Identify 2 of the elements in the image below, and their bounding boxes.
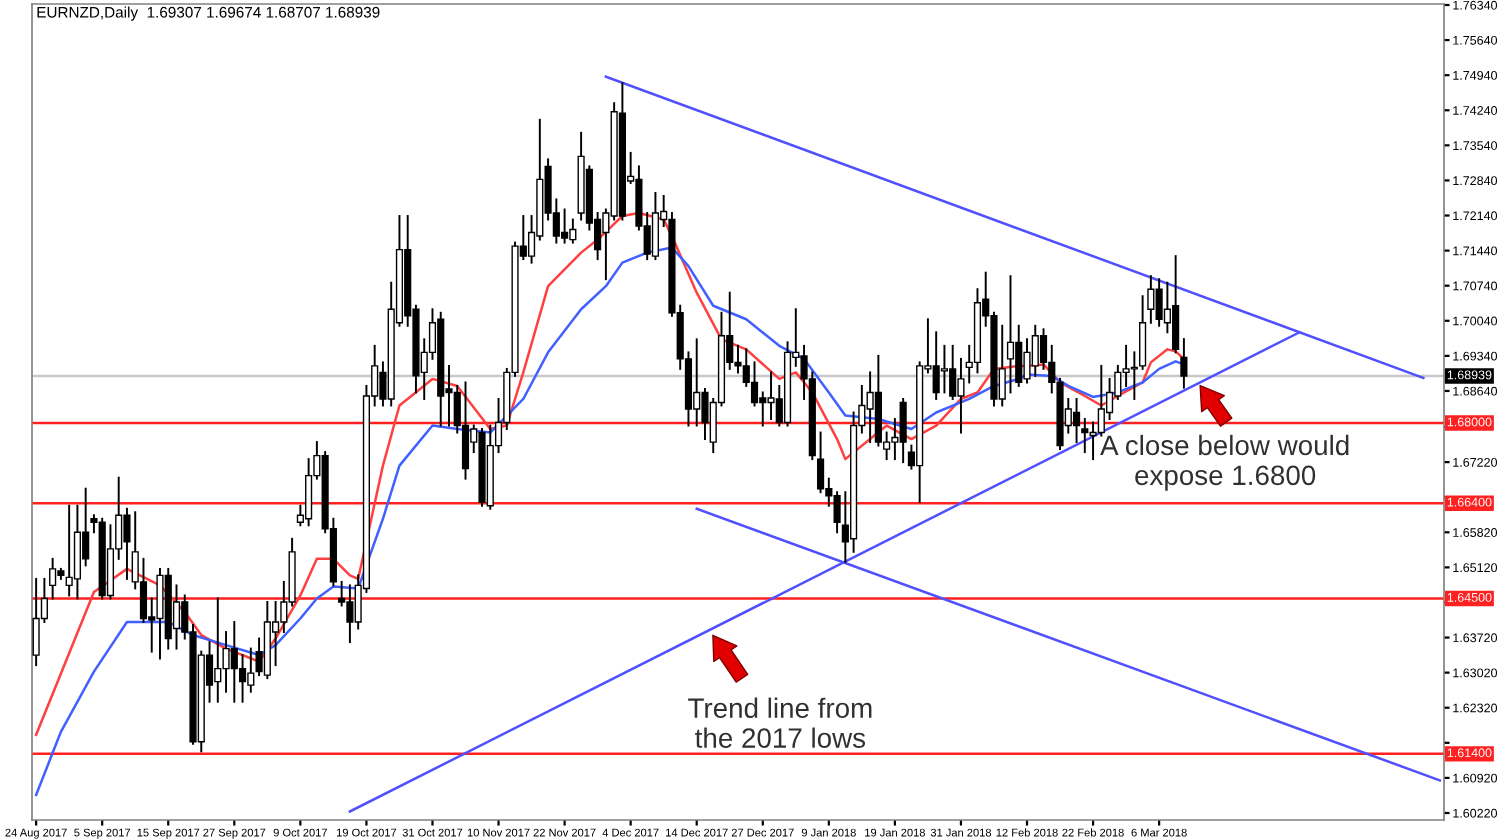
annotation: Trend line from the 2017 lows — [688, 697, 872, 748]
annotation: A close below would expose 1.6800 — [1100, 434, 1349, 491]
